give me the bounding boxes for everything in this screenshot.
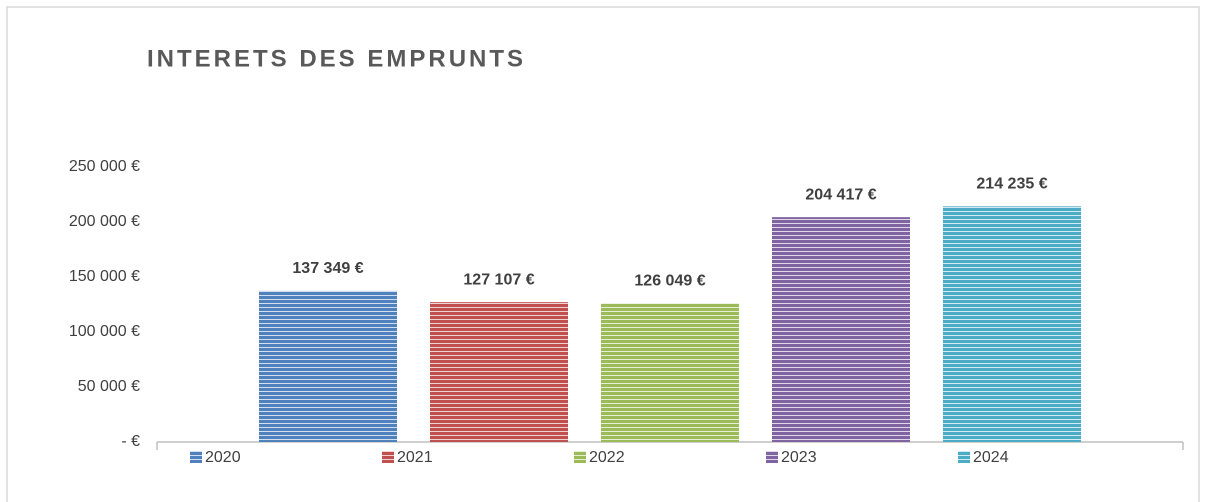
y-tick-label: 200 000 € xyxy=(69,213,140,230)
bar xyxy=(601,303,739,442)
legend-swatch xyxy=(190,451,202,463)
legend-label: 2023 xyxy=(781,449,817,466)
y-tick-label: 250 000 € xyxy=(69,158,140,175)
y-tick-label: 50 000 € xyxy=(78,378,140,395)
bar xyxy=(772,217,910,442)
value-label: 127 107 € xyxy=(463,271,534,288)
legend-label: 2024 xyxy=(973,449,1009,466)
value-label: 137 349 € xyxy=(292,260,363,277)
legend-label: 2022 xyxy=(589,449,625,466)
y-tick-label: 150 000 € xyxy=(69,268,140,285)
legend-swatch xyxy=(958,451,970,463)
y-tick-label: 100 000 € xyxy=(69,323,140,340)
legend-swatch xyxy=(574,451,586,463)
bar xyxy=(943,206,1081,442)
bar xyxy=(430,302,568,442)
legend-label: 2021 xyxy=(397,449,433,466)
chart-title: INTERETS DES EMPRUNTS xyxy=(147,45,526,72)
value-label: 126 049 € xyxy=(634,273,705,290)
bar xyxy=(259,290,397,442)
legend-label: 2020 xyxy=(205,449,241,466)
value-label: 204 417 € xyxy=(805,186,876,203)
chart-frame xyxy=(6,6,1200,502)
y-tick-label: - € xyxy=(121,433,140,450)
legend-swatch xyxy=(382,451,394,463)
value-label: 214 235 € xyxy=(976,176,1047,193)
legend-swatch xyxy=(766,451,778,463)
